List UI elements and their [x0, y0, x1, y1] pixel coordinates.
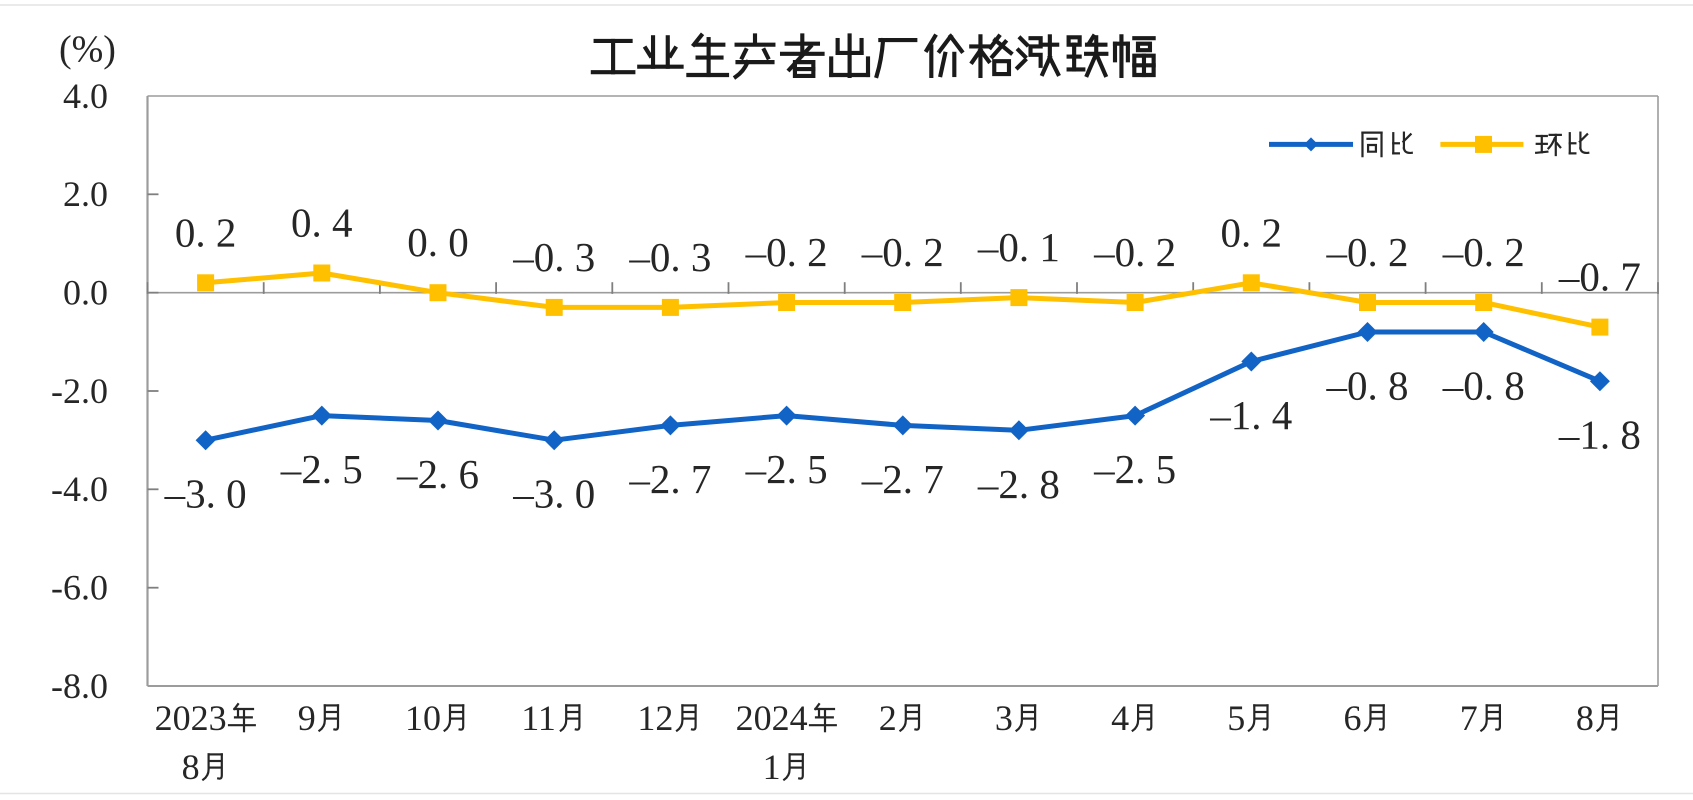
svg-text:–0. 8: –0. 8	[1442, 363, 1525, 409]
svg-text:2024: 2024	[736, 698, 808, 738]
svg-text:–0. 2: –0. 2	[745, 229, 828, 275]
svg-text:–3. 0: –3. 0	[512, 471, 595, 517]
svg-text:–0. 1: –0. 1	[977, 224, 1060, 270]
svg-text:(%): (%)	[59, 29, 116, 71]
svg-text:–0. 2: –0. 2	[1326, 229, 1409, 275]
svg-text:10: 10	[405, 698, 441, 738]
svg-text:–1. 4: –1. 4	[1209, 392, 1292, 438]
svg-text:4.0: 4.0	[63, 76, 108, 116]
svg-text:8: 8	[182, 747, 200, 787]
svg-text:0. 2: 0. 2	[175, 209, 237, 255]
svg-text:12: 12	[637, 698, 673, 738]
svg-text:9: 9	[298, 698, 316, 738]
svg-text:2.0: 2.0	[63, 174, 108, 214]
svg-text:–2. 5: –2. 5	[280, 446, 363, 492]
svg-text:–2. 8: –2. 8	[977, 461, 1060, 507]
svg-text:11: 11	[521, 698, 556, 738]
svg-text:1: 1	[763, 747, 781, 787]
svg-text:-8.0: -8.0	[51, 666, 108, 706]
svg-text:-2.0: -2.0	[51, 371, 108, 411]
svg-text:–0. 8: –0. 8	[1326, 363, 1409, 409]
svg-text:7: 7	[1460, 698, 1478, 738]
svg-text:6: 6	[1344, 698, 1362, 738]
svg-text:–2. 7: –2. 7	[861, 456, 944, 502]
svg-text:–2. 5: –2. 5	[1093, 446, 1176, 492]
svg-text:2: 2	[879, 698, 897, 738]
svg-text:–0. 2: –0. 2	[861, 229, 944, 275]
svg-text:0. 2: 0. 2	[1221, 209, 1283, 255]
svg-text:5: 5	[1227, 698, 1245, 738]
svg-text:-4.0: -4.0	[51, 469, 108, 509]
svg-text:–3. 0: –3. 0	[164, 471, 247, 517]
svg-text:–0. 3: –0. 3	[512, 234, 595, 280]
svg-text:0.0: 0.0	[63, 273, 108, 313]
svg-text:–2. 5: –2. 5	[745, 446, 828, 492]
svg-text:–0. 7: –0. 7	[1558, 254, 1641, 300]
svg-text:–0. 2: –0. 2	[1442, 229, 1525, 275]
svg-text:–0. 2: –0. 2	[1093, 229, 1176, 275]
svg-text:0. 0: 0. 0	[407, 219, 469, 265]
svg-text:–2. 7: –2. 7	[628, 456, 711, 502]
svg-text:–0. 3: –0. 3	[628, 234, 711, 280]
svg-text:-6.0: -6.0	[51, 568, 108, 608]
svg-text:–2. 6: –2. 6	[396, 451, 479, 497]
svg-text:4: 4	[1111, 698, 1129, 738]
svg-text:0. 4: 0. 4	[291, 200, 353, 246]
svg-text:8: 8	[1576, 698, 1594, 738]
svg-text:2023: 2023	[155, 698, 227, 738]
svg-text:–1. 8: –1. 8	[1558, 412, 1641, 458]
svg-text:3: 3	[995, 698, 1013, 738]
